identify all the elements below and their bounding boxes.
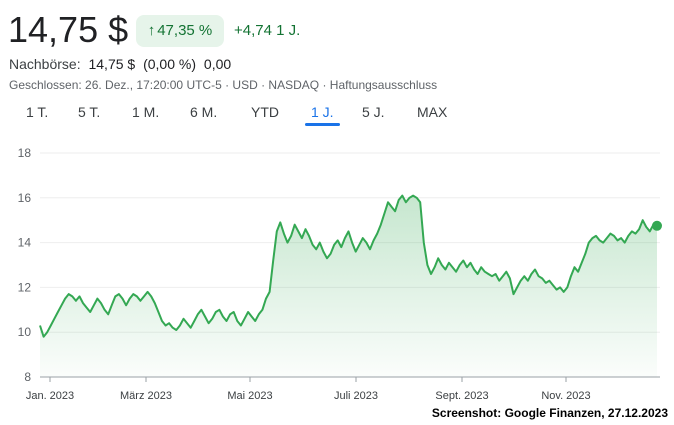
y-axis-labels: 8 10 12 14 16 18 [18, 146, 32, 384]
y-tick-label: 8 [24, 370, 31, 384]
screenshot-credit: Screenshot: Google Finanzen, 27.12.2023 [431, 406, 668, 420]
after-hours-label: Nachbörse: [9, 56, 81, 72]
current-price: 14,75 $ [8, 9, 129, 50]
after-hours-change: 0,00 [203, 56, 232, 72]
tab-1-day[interactable]: 1 T. [26, 104, 49, 120]
x-tick-label: Nov. 2023 [541, 390, 590, 402]
tab-max[interactable]: MAX [417, 104, 448, 120]
arrow-up-icon: ↑ [147, 22, 156, 39]
x-tick-label: Sept. 2023 [435, 390, 488, 402]
percent-change-value: 47,35 % [157, 22, 213, 39]
after-hours-percent: (0,00 %) [143, 56, 197, 72]
after-hours-row: Nachbörse: 14,75 $ (0,00 %) 0,00 [9, 56, 235, 72]
tab-5-years[interactable]: 5 J. [362, 104, 385, 120]
tab-1-year[interactable]: 1 J. [305, 104, 340, 126]
tab-ytd[interactable]: YTD [251, 104, 279, 120]
price-line [39, 194, 658, 338]
y-tick-label: 10 [18, 325, 32, 339]
tab-6-months[interactable]: 6 M. [190, 104, 218, 120]
x-tick-label: März 2023 [120, 390, 172, 402]
x-tick-label: Jan. 2023 [26, 390, 74, 402]
price-area-fill [40, 195, 657, 377]
after-hours-price: 14,75 $ [88, 56, 136, 72]
last-price-marker [652, 220, 662, 231]
y-tick-label: 18 [18, 146, 32, 160]
x-axis-labels: Jan. 2023 März 2023 Mai 2023 Juli 2023 Sept.… [26, 377, 591, 402]
y-tick-label: 16 [18, 191, 32, 205]
tab-1-month[interactable]: 1 M. [132, 104, 160, 120]
absolute-change: +4,74 1 J. [234, 22, 301, 39]
price-chart[interactable]: 8 10 12 14 16 18 Jan. 2023 März 2023 Mai 2023 Ju… [0, 140, 674, 410]
y-tick-label: 12 [18, 280, 32, 294]
percent-change-badge: ↑ 47,35 % [136, 15, 224, 47]
x-tick-label: Juli 2023 [334, 390, 378, 402]
market-status-line: Geschlossen: 26. Dez., 17:20:00 UTC-5 · … [9, 78, 438, 92]
tab-5-days[interactable]: 5 T. [78, 104, 101, 120]
y-tick-label: 14 [18, 236, 32, 250]
x-tick-label: Mai 2023 [227, 390, 272, 402]
